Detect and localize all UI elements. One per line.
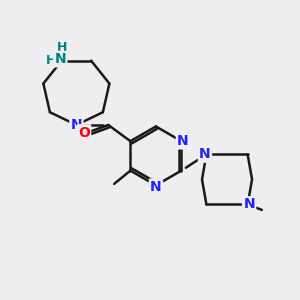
Text: H: H (56, 41, 67, 54)
Text: N: N (70, 118, 82, 132)
Text: N: N (177, 134, 189, 148)
Text: N: N (54, 52, 66, 66)
Text: N: N (150, 180, 162, 194)
Text: N: N (243, 197, 255, 212)
Text: H: H (46, 54, 56, 67)
Text: N: N (199, 147, 211, 161)
Text: O: O (78, 125, 90, 140)
